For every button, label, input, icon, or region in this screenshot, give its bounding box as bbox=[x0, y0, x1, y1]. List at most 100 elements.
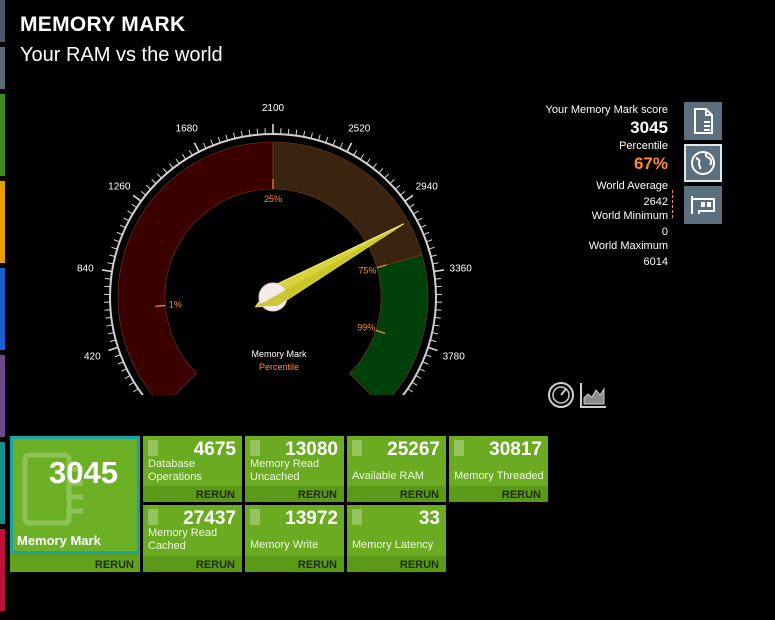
sidebar-strip-segment[interactable] bbox=[0, 47, 5, 89]
document-icon[interactable] bbox=[684, 102, 722, 140]
gauge-minor-tick bbox=[359, 154, 364, 160]
gauge-minor-tick bbox=[156, 173, 162, 179]
gauge-minor-tick bbox=[182, 154, 187, 160]
gauge-minor-tick bbox=[394, 184, 401, 190]
percentile-marker-label: 25% bbox=[264, 194, 282, 204]
world-maximum-label: World Maximum bbox=[588, 240, 668, 252]
distribution-chart-icon[interactable] bbox=[578, 380, 610, 412]
memory-chip-icon bbox=[454, 440, 464, 456]
gauge-tick-label: 3780 bbox=[443, 352, 466, 363]
gauge-minor-tick bbox=[127, 210, 133, 215]
gauge-minor-tick bbox=[175, 158, 180, 164]
tile-value: 30817 bbox=[489, 439, 542, 460]
gauge-minor-tick bbox=[248, 129, 251, 136]
sidebar-strip-segment[interactable] bbox=[0, 442, 5, 524]
rerun-button[interactable]: RERUN bbox=[195, 559, 235, 571]
tile-label: Memory Threaded bbox=[454, 470, 544, 482]
gauge-minor-tick bbox=[217, 136, 221, 143]
world-minimum-value: 0 bbox=[661, 226, 668, 238]
gauge-minor-tick bbox=[425, 354, 432, 358]
tile-label: Memory Read Cached bbox=[148, 527, 218, 552]
gauge-minor-tick bbox=[240, 130, 243, 137]
gauge-minor-tick bbox=[339, 142, 344, 149]
gauge-major-tick bbox=[433, 269, 444, 273]
memory-mark-tile[interactable]: 3045 Memory Mark RERUN bbox=[10, 436, 140, 572]
gauge-minor-tick bbox=[399, 190, 406, 196]
sidebar-strip-segment[interactable] bbox=[0, 0, 5, 42]
gauge-tick-label: 1680 bbox=[176, 124, 199, 135]
sidebar-strip-segment[interactable] bbox=[0, 181, 5, 263]
rerun-button[interactable]: RERUN bbox=[195, 489, 235, 501]
world-minimum-label: World Minimum bbox=[591, 210, 668, 222]
tile-available-ram[interactable]: 25267 Available RAM RERUN bbox=[347, 436, 446, 502]
tile-memory-write[interactable]: 13972 Memory Write RERUN bbox=[245, 505, 344, 572]
tile-label: Database Operations bbox=[148, 458, 202, 483]
gauge-minor-tick bbox=[225, 134, 229, 141]
gauge-minor-tick bbox=[389, 179, 395, 184]
gauge-minor-tick bbox=[105, 316, 112, 319]
tile-value: 33 bbox=[418, 508, 440, 529]
gauge-minor-tick bbox=[109, 339, 116, 343]
rerun-button[interactable]: RERUN bbox=[297, 489, 337, 501]
percentile-marker-label: 99% bbox=[357, 322, 375, 332]
gauge-minor-tick bbox=[411, 381, 418, 386]
memory-chip-icon bbox=[250, 440, 260, 456]
gauge-minor-tick bbox=[431, 332, 439, 335]
percentile-value: 67% bbox=[633, 154, 668, 173]
tile-memory-read-uncached[interactable]: 13080 Memory Read Uncached RERUN bbox=[245, 436, 344, 502]
world-average-label: World Average bbox=[596, 180, 668, 192]
globe-icon[interactable] bbox=[684, 144, 722, 182]
sidebar-strip-segment[interactable] bbox=[0, 94, 5, 176]
memory-chip-icon bbox=[148, 509, 158, 525]
gauge-minor-tick bbox=[416, 217, 423, 222]
gauge-minor-tick bbox=[131, 203, 138, 208]
gauge-tick-label: 420 bbox=[84, 352, 101, 363]
memory-chip-icon bbox=[148, 440, 158, 456]
page-title: MEMORY MARK bbox=[20, 13, 186, 36]
memory-chip-icon bbox=[22, 452, 83, 526]
gauge-tick-label: 2520 bbox=[348, 124, 371, 135]
gauge-needle-shade bbox=[255, 223, 404, 307]
gauge-center-sublabel: Percentile bbox=[259, 362, 299, 372]
tile-label: Memory Write bbox=[250, 539, 319, 551]
memory-chip-icon bbox=[250, 509, 260, 525]
gauge-minor-tick bbox=[419, 368, 425, 372]
gauge-center-label: Memory Mark bbox=[251, 349, 307, 359]
sidebar-strip-segment[interactable] bbox=[0, 355, 5, 437]
gauge-minor-tick bbox=[128, 381, 135, 386]
speedometer-icon[interactable] bbox=[546, 380, 578, 412]
tile-memory-latency[interactable]: 33 Memory Latency RERUN bbox=[347, 505, 446, 572]
world-maximum-value: 6014 bbox=[643, 256, 668, 268]
gauge-minor-tick bbox=[109, 254, 116, 257]
world-average-value: 2642 bbox=[643, 196, 668, 208]
tile-database-operations[interactable]: 4675 Database Operations RERUN bbox=[143, 436, 242, 502]
gauge-minor-tick bbox=[317, 134, 321, 141]
tile-memory-read-cached[interactable]: 27437 Memory Read Cached RERUN bbox=[143, 505, 242, 572]
gauge-minor-tick bbox=[188, 149, 193, 156]
sidebar-strip-segment[interactable] bbox=[0, 268, 5, 350]
gauge-minor-tick bbox=[256, 128, 259, 135]
tile-value: 27437 bbox=[183, 508, 236, 529]
score-label: Your Memory Mark score bbox=[545, 104, 668, 116]
tile-value: 13080 bbox=[285, 439, 338, 460]
gauge-minor-tick bbox=[372, 163, 377, 169]
gauge-minor-tick bbox=[434, 316, 441, 319]
rerun-button[interactable]: RERUN bbox=[94, 559, 134, 571]
rerun-button[interactable]: RERUN bbox=[297, 559, 337, 571]
rerun-button[interactable]: RERUN bbox=[399, 489, 439, 501]
gauge-minor-tick bbox=[384, 173, 390, 179]
gauge-minor-tick bbox=[111, 246, 118, 250]
gauge-minor-tick bbox=[407, 388, 414, 393]
memory-mark-score: 3045 bbox=[49, 455, 118, 490]
gauge-minor-tick bbox=[332, 139, 336, 146]
average-marker-line bbox=[672, 190, 673, 218]
memory-chip-icon bbox=[352, 509, 362, 525]
rerun-button[interactable]: RERUN bbox=[501, 489, 541, 501]
memory-card-icon[interactable] bbox=[684, 186, 722, 224]
sidebar-strip-segment[interactable] bbox=[0, 529, 5, 611]
gauge-minor-tick bbox=[116, 231, 123, 236]
rerun-button[interactable]: RERUN bbox=[399, 559, 439, 571]
gauge-minor-tick bbox=[145, 184, 152, 190]
tile-memory-threaded[interactable]: 30817 Memory Threaded RERUN bbox=[449, 436, 548, 502]
gauge-minor-tick bbox=[104, 277, 112, 280]
